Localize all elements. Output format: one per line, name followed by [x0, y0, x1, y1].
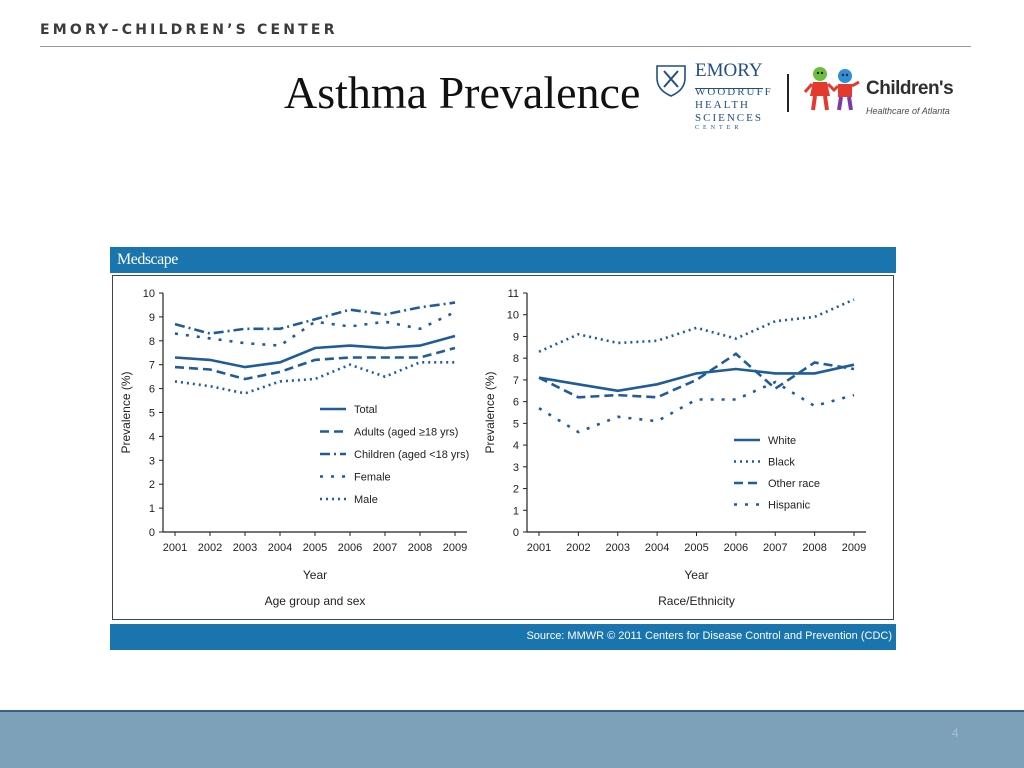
chart-2-y-tick-label: 4 [513, 440, 519, 452]
chart-1-y-tick-label: 4 [149, 431, 155, 443]
chart-2-series-1-line [538, 363, 855, 393]
chart-2-y-tick-label: 3 [513, 462, 519, 474]
chart-2-x-tick-label: 2009 [842, 542, 866, 554]
childrens-kids-icon [803, 67, 860, 111]
chart-1-y-tick-label: 6 [149, 384, 155, 396]
chart-1-legend-label-3: Children (aged <18 yrs) [354, 449, 469, 461]
chart-1-series-4-line [174, 310, 456, 347]
chart-1-x-tick-label: 2008 [408, 542, 432, 554]
chart-2-x-tick-label: 2003 [606, 542, 630, 554]
chart-2-legend-label-2: Black [768, 457, 795, 469]
chart-1-legend-label-5: Male [354, 494, 378, 506]
chart-2-y-tick-label: 6 [513, 397, 519, 409]
chart-1-series-2-line [174, 346, 456, 381]
chart-1-series-3-line [174, 301, 456, 335]
figure-panel [112, 275, 894, 620]
figure-footer-bar: Source: MMWR © 2011 Centers for Disease … [110, 624, 896, 650]
figure-source: Source: MMWR © 2011 Centers for Disease … [526, 630, 892, 642]
chart-2-legend-label-4: Hispanic [768, 500, 811, 512]
slide-title: Asthma Prevalence [284, 67, 641, 118]
header-divider [40, 46, 971, 47]
chart-2-x-axis-label: Year [684, 568, 708, 582]
chart-2-y-tick-label: 7 [513, 375, 519, 387]
emory-shield-icon [656, 65, 763, 97]
chart-1-x-axis-label: Year [303, 568, 327, 582]
chart-2-y-tick-label: 8 [513, 353, 519, 365]
chart-1-y-tick-label: 7 [149, 360, 155, 372]
chart-2-legend-label-3: Other race [768, 478, 820, 490]
chart-1-x-tick-label: 2006 [338, 542, 362, 554]
chart-1-y-tick-label: 10 [143, 288, 155, 300]
chart-2-series-3-line [538, 352, 855, 399]
chart-2-x-tick-label: 2004 [645, 542, 669, 554]
chart-2-subtitle: Race/Ethnicity [658, 594, 735, 608]
footer-bar [0, 710, 1024, 768]
logo-separator [787, 74, 789, 112]
chart-1-x-tick-label: 2005 [303, 542, 327, 554]
chart-2-y-axis-label: Prevalence (%) [483, 371, 497, 453]
childrens-logo-name: Children's [866, 78, 954, 99]
chart-1-y-tick-label: 3 [149, 455, 155, 467]
chart-1-x-tick-label: 2001 [163, 542, 187, 554]
chart-1-y-tick-label: 1 [149, 503, 155, 515]
chart-1-x-tick-label: 2004 [268, 542, 292, 554]
emory-logo-footer: CENTER [695, 125, 743, 131]
header-brand: EMORY–CHILDREN’S CENTER [40, 22, 338, 38]
chart-1-series-5-line [174, 361, 455, 395]
chart-2-x-tick-label: 2007 [763, 542, 787, 554]
chart-2-x-tick-label: 2002 [566, 542, 590, 554]
childrens-logo-tagline: Healthcare of Atlanta [866, 106, 950, 116]
emory-logo-name: EMORY [695, 60, 763, 81]
chart-2-y-tick-label: 0 [513, 527, 519, 539]
chart-2-y-tick-label: 1 [513, 505, 519, 517]
chart-1-y-tick-label: 2 [149, 479, 155, 491]
chart-1-x-tick-label: 2009 [443, 542, 467, 554]
chart-2-x-tick-label: 2008 [802, 542, 826, 554]
emory-logo-line-1: WOODRUFF [695, 86, 773, 98]
chart-2-series-2-line [538, 298, 855, 353]
chart-2-y-tick-label: 9 [513, 331, 519, 343]
chart-1-legend-label-4: Female [354, 472, 391, 484]
chart-1-series-1-line [174, 334, 456, 369]
chart-1-x-tick-label: 2002 [198, 542, 222, 554]
page-number: 4 [952, 726, 959, 740]
chart-1-x-tick-label: 2003 [233, 542, 257, 554]
chart-2-legend-label-1: White [768, 435, 796, 447]
chart-2-x-tick-label: 2001 [527, 542, 551, 554]
figure-header-bar: Medscape [110, 247, 896, 273]
emory-logo-line-3: SCIENCES [695, 112, 763, 124]
chart-1-legend-label-2: Adults (aged ≥18 yrs) [354, 427, 458, 439]
chart-1-y-tick-label: 9 [149, 312, 155, 324]
chart-1-y-axis-label: Prevalence (%) [119, 371, 133, 453]
chart-1-subtitle: Age group and sex [265, 594, 366, 608]
chart-1-legend-label-1: Total [354, 404, 377, 416]
figure-brand: Medscape [117, 251, 178, 268]
chart-2-y-tick-label: 5 [513, 418, 519, 430]
chart-2-x-tick-label: 2005 [684, 542, 708, 554]
chart-2-y-tick-label: 10 [507, 310, 519, 322]
chart-1-y-tick-label: 0 [149, 527, 155, 539]
chart-2-series-4-line [538, 380, 855, 434]
chart-1-y-tick-label: 5 [149, 408, 155, 420]
emory-logo-line-2: HEALTH [695, 99, 750, 111]
chart-2-x-tick-label: 2006 [724, 542, 748, 554]
chart-2-y-tick-label: 2 [513, 484, 519, 496]
chart-1-x-tick-label: 2007 [373, 542, 397, 554]
chart-1-y-tick-label: 8 [149, 336, 155, 348]
chart-figure: Medscape Source: MMWR © 2011 Centers for… [110, 247, 896, 650]
chart-2-y-tick-label: 11 [508, 288, 519, 300]
